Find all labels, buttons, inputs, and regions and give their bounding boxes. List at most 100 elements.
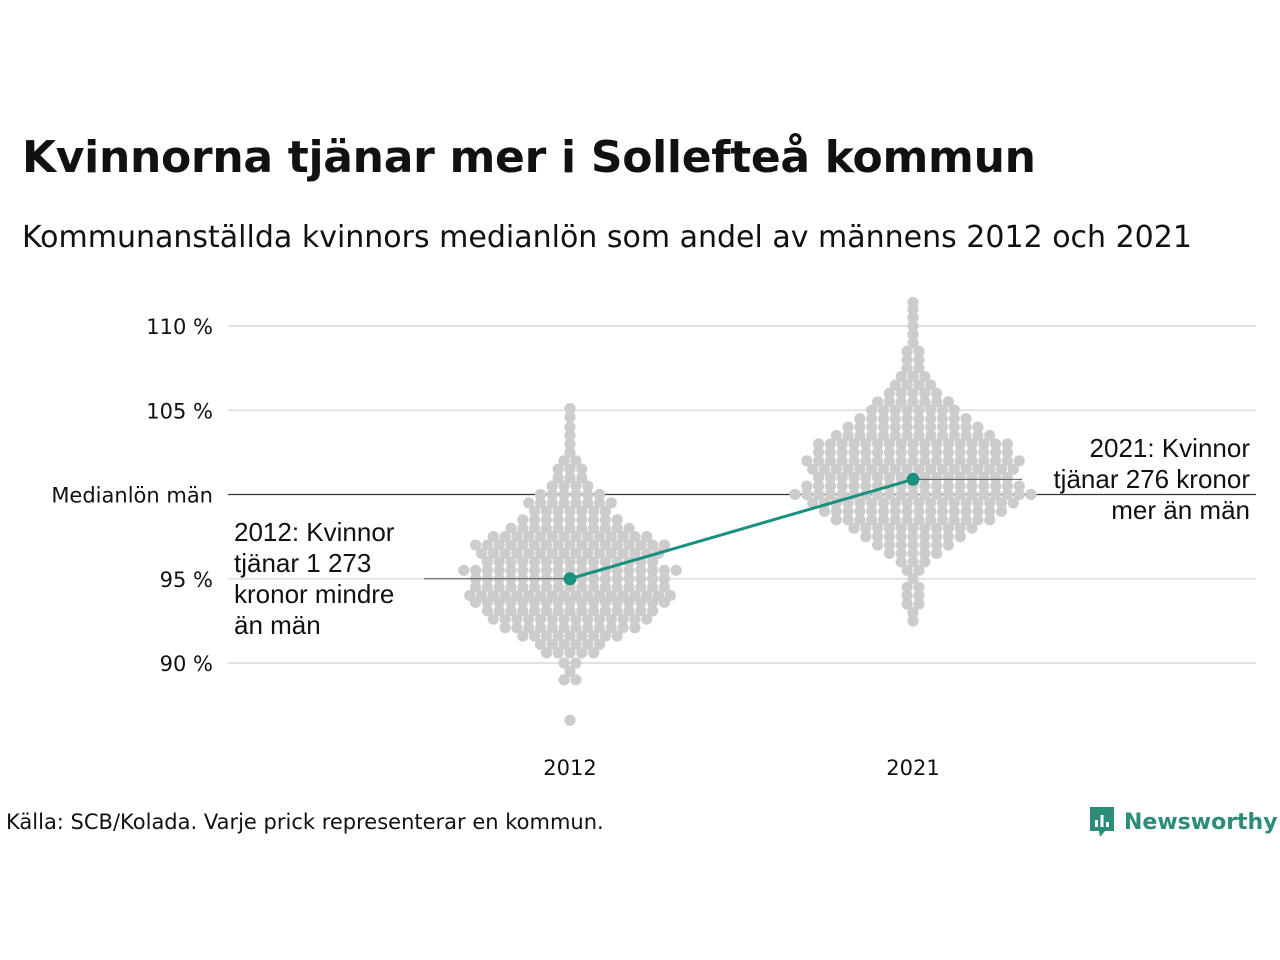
municipality-dot bbox=[564, 647, 576, 659]
municipality-dot bbox=[564, 665, 576, 678]
municipality-dot bbox=[907, 573, 919, 585]
municipality-dot bbox=[582, 638, 594, 651]
municipality-dot bbox=[901, 505, 913, 517]
municipality-dot bbox=[948, 505, 960, 517]
municipality-dot bbox=[907, 615, 919, 627]
municipality-dot bbox=[582, 531, 594, 543]
municipality-dot bbox=[546, 497, 558, 509]
municipality-dot bbox=[576, 522, 588, 534]
municipality-dot bbox=[936, 514, 949, 526]
municipality-dot bbox=[990, 488, 1002, 501]
municipality-dot bbox=[593, 613, 606, 625]
municipality-dot bbox=[564, 421, 576, 433]
municipality-dot bbox=[499, 622, 511, 634]
municipality-dot bbox=[818, 463, 831, 475]
municipality-dot bbox=[487, 547, 499, 560]
municipality-dot bbox=[907, 311, 919, 324]
municipality-dot bbox=[907, 539, 919, 551]
chart-title: Kvinnorna tjänar mer i Sollefteå kommun bbox=[22, 132, 1036, 183]
municipality-dot bbox=[972, 463, 984, 475]
municipality-dot bbox=[925, 505, 937, 517]
municipality-dot bbox=[925, 421, 937, 433]
municipality-dot bbox=[546, 547, 558, 560]
municipality-dot bbox=[836, 480, 848, 492]
municipality-dot bbox=[990, 472, 1002, 484]
municipality-dot bbox=[860, 522, 872, 534]
municipality-dot bbox=[966, 488, 978, 501]
municipality-dot bbox=[872, 438, 884, 450]
municipality-dot bbox=[913, 590, 925, 602]
municipality-dot bbox=[652, 590, 665, 602]
municipality-dot bbox=[883, 438, 896, 450]
municipality-dot bbox=[647, 605, 659, 617]
municipality-dot bbox=[866, 429, 878, 442]
municipality-dot bbox=[919, 547, 931, 560]
municipality-dot bbox=[505, 564, 517, 576]
municipality-dot bbox=[582, 613, 594, 625]
municipality-dot bbox=[611, 605, 623, 617]
municipality-dot bbox=[564, 429, 576, 442]
municipality-dot bbox=[883, 488, 896, 501]
municipality-dot bbox=[570, 547, 582, 560]
municipality-dot bbox=[919, 370, 931, 383]
municipality-dot bbox=[919, 556, 931, 568]
chart-subtitle: Kommunanställda kvinnors medianlön som a… bbox=[22, 220, 1192, 255]
brand-logo[interactable]: Newsworthy bbox=[1088, 802, 1278, 842]
municipality-dot bbox=[605, 547, 617, 560]
municipality-dot bbox=[576, 463, 588, 475]
municipality-dot bbox=[877, 421, 890, 433]
municipality-dot bbox=[948, 497, 960, 509]
municipality-dot bbox=[564, 411, 576, 423]
municipality-dot bbox=[582, 480, 594, 492]
municipality-dot bbox=[511, 622, 523, 634]
municipality-dot bbox=[883, 455, 896, 467]
municipality-dot bbox=[564, 505, 576, 517]
municipality-dot bbox=[582, 590, 594, 602]
y-tick-label: 90 % bbox=[160, 652, 213, 676]
municipality-dot bbox=[813, 472, 825, 484]
municipality-dot bbox=[978, 472, 990, 484]
municipality-dot bbox=[529, 539, 541, 551]
municipality-dot bbox=[629, 590, 641, 602]
municipality-dot bbox=[954, 438, 966, 450]
municipality-dot bbox=[629, 622, 641, 634]
municipality-dot bbox=[913, 581, 925, 593]
municipality-dot bbox=[866, 505, 878, 517]
municipality-dot bbox=[523, 497, 535, 509]
municipality-dot bbox=[919, 480, 931, 492]
municipality-dot bbox=[470, 564, 482, 576]
x-tick-label: 2021 bbox=[886, 756, 939, 780]
municipality-dot bbox=[807, 497, 819, 509]
municipality-dot bbox=[948, 429, 960, 442]
municipality-dot bbox=[558, 590, 570, 602]
municipality-dot bbox=[942, 446, 955, 458]
municipality-dot bbox=[907, 606, 919, 619]
municipality-dot bbox=[813, 438, 825, 450]
municipality-dot bbox=[576, 556, 588, 568]
municipality-dot bbox=[593, 497, 606, 509]
annotation-leaders bbox=[424, 478, 1022, 580]
municipality-dot bbox=[558, 480, 570, 492]
municipality-dot bbox=[960, 413, 972, 425]
municipality-dot bbox=[913, 362, 925, 374]
municipality-dot bbox=[848, 455, 860, 467]
municipality-dot bbox=[883, 531, 896, 543]
municipality-dot bbox=[534, 547, 547, 560]
municipality-dot bbox=[883, 539, 896, 551]
municipality-dot bbox=[534, 638, 547, 651]
municipality-dot bbox=[919, 446, 931, 458]
municipality-dot bbox=[534, 488, 547, 501]
municipality-dot bbox=[552, 556, 564, 568]
y-axis-ticks: 90 % 95 % Medianlön män 105 % 110 % bbox=[51, 315, 213, 676]
municipality-dot bbox=[854, 514, 866, 526]
municipality-dot bbox=[588, 647, 600, 659]
municipality-dot bbox=[487, 531, 499, 543]
municipality-dot bbox=[470, 581, 482, 593]
municipality-dot bbox=[901, 362, 913, 374]
municipality-dot bbox=[836, 438, 848, 450]
annotation-2012-line: än män bbox=[234, 610, 321, 640]
municipality-dot bbox=[546, 622, 558, 634]
municipality-dot bbox=[558, 674, 570, 686]
municipality-dot bbox=[883, 446, 896, 458]
